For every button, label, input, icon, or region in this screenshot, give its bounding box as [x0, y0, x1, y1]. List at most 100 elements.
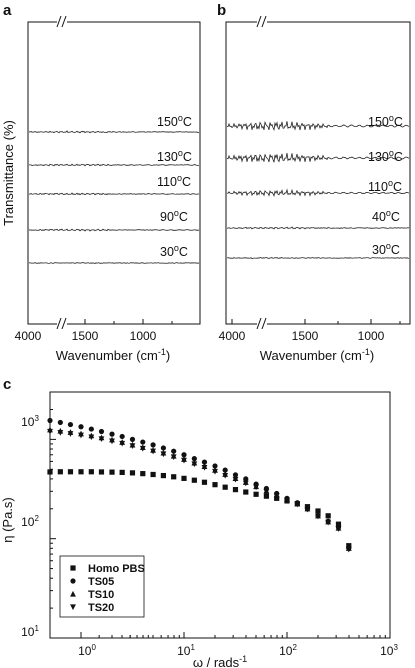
- point-ts20-20: [253, 484, 259, 491]
- point-ts20-4: [88, 434, 95, 441]
- panel-c-xtick-label-0: 100: [78, 643, 96, 658]
- panel-a-ylabel: Transmittance (%): [1, 120, 16, 226]
- legend-item-2: TS10: [88, 589, 114, 601]
- point-ts05-5: [98, 428, 105, 435]
- point-ts20-5: [98, 436, 105, 443]
- panel-b-series-label-3: 40oC: [372, 208, 400, 224]
- point-ts20-14: [191, 461, 198, 468]
- point-homo-pbs-0: [47, 469, 53, 475]
- point-ts05-9: [140, 439, 146, 445]
- point-homo-pbs-16: [212, 482, 218, 488]
- panel-c-ytick-label-0: 101: [21, 624, 39, 639]
- panel-a-trace-3: [28, 228, 200, 232]
- point-ts20-19: [242, 480, 249, 487]
- panel-c-ticks: [50, 391, 391, 639]
- panel-b: b 4000 1500 1000 Wavenumber (cm-1) 150oC…: [217, 2, 411, 363]
- point-ts20-3: [78, 432, 84, 439]
- panel-b-trace-2: [226, 188, 410, 197]
- point-ts20-0: [47, 428, 53, 435]
- legend-item-0: Homo PBS: [88, 563, 145, 575]
- point-ts20-22: [273, 493, 280, 499]
- point-homo-pbs-6: [109, 469, 115, 475]
- point-homo-pbs-26: [315, 508, 321, 514]
- panel-c-xlabel: ω / rads-1: [193, 654, 247, 668]
- legend-marker-0: [70, 565, 76, 571]
- panel-c-xtick-label-3: 103: [380, 643, 398, 658]
- panel-a-xtick-label-0: 4000: [15, 329, 42, 343]
- panel-a-xlabel: Wavenumber (cm-1): [56, 347, 170, 363]
- point-homo-pbs-5: [98, 469, 105, 475]
- panel-a-series-label-4: 30oC: [160, 243, 188, 259]
- point-homo-pbs-17: [222, 484, 228, 490]
- legend-markers: [70, 565, 76, 611]
- panel-c-ylabel: η (Pa.s): [0, 497, 15, 543]
- point-homo-pbs-11: [160, 472, 167, 479]
- panel-c-ytick-label-1: 102: [21, 514, 39, 529]
- panel-c-ytick-label-2: 103: [21, 414, 39, 429]
- panel-c-xtick-label-1: 101: [177, 643, 195, 658]
- panel-a-series-label-3: 90oC: [160, 208, 188, 224]
- point-homo-pbs-10: [150, 471, 156, 478]
- point-ts20-25: [304, 506, 311, 513]
- point-ts05-0: [47, 417, 53, 424]
- panel-a-series-label-2: 110oC: [157, 173, 191, 189]
- panel-a: a 4000 1500 1000 Wavenumber (cm-1) Trans…: [1, 2, 201, 363]
- point-ts05-19: [243, 476, 249, 482]
- panel-a-letter: a: [3, 2, 12, 19]
- panel-b-letter: b: [217, 2, 226, 19]
- panel-b-trace-0: [226, 120, 410, 132]
- panel-b-trace-1: [226, 152, 410, 163]
- point-homo-pbs-14: [191, 477, 197, 483]
- panel-a-axis-break-top: [56, 15, 67, 28]
- panel-a-series-label-1: 130oC: [157, 148, 192, 164]
- panel-a-trace-2: [28, 192, 200, 196]
- point-homo-pbs-15: [201, 479, 208, 485]
- point-homo-pbs-8: [129, 470, 136, 476]
- point-ts05-1: [57, 419, 63, 426]
- point-ts20-7: [119, 440, 126, 447]
- point-ts20-2: [67, 431, 74, 437]
- panel-b-xlabel: Wavenumber (cm-1): [260, 347, 374, 363]
- panel-a-axis-break-bottom: [56, 317, 67, 330]
- point-ts20-15: [201, 464, 208, 471]
- point-ts05-18: [232, 472, 239, 478]
- point-homo-pbs-20: [253, 491, 259, 497]
- legend-item-3: TS20: [88, 602, 114, 614]
- point-ts20-16: [212, 468, 218, 475]
- point-homo-pbs-18: [232, 487, 239, 493]
- panel-c: c 100 101 102 103 101 102 103 ω / rads-1…: [0, 376, 398, 668]
- point-ts05-11: [160, 445, 167, 451]
- point-ts20-27: [325, 519, 332, 526]
- point-homo-pbs-28: [335, 521, 342, 527]
- panel-b-series-label-4: 30oC: [372, 241, 400, 257]
- point-homo-pbs-19: [243, 489, 249, 495]
- point-ts20-12: [170, 454, 177, 461]
- panel-a-xtick-label-2: 1000: [130, 329, 157, 343]
- panel-a-series-label-0: 150oC: [157, 113, 192, 129]
- point-ts05-8: [129, 436, 136, 442]
- point-ts05-2: [67, 421, 74, 428]
- point-ts20-28: [335, 526, 342, 532]
- panel-c-frame: [49, 391, 391, 639]
- point-ts05-3: [78, 424, 84, 430]
- point-ts05-17: [222, 467, 228, 473]
- point-ts20-9: [139, 445, 146, 452]
- panel-b-traces: [226, 120, 410, 259]
- legend-marker-1: [70, 578, 76, 584]
- point-ts20-17: [222, 472, 229, 479]
- legend-item-1: TS05: [88, 576, 114, 588]
- point-homo-pbs-7: [119, 469, 125, 476]
- point-homo-pbs-4: [88, 469, 94, 475]
- point-ts20-24: [294, 501, 301, 508]
- point-homo-pbs-2: [67, 469, 74, 475]
- point-ts20-10: [150, 448, 156, 455]
- point-ts05-10: [150, 442, 156, 448]
- panel-a-trace-0: [29, 130, 200, 134]
- panel-c-xtick-label-2: 102: [279, 643, 297, 658]
- point-ts20-21: [263, 488, 270, 495]
- panel-a-trace-1: [29, 163, 200, 167]
- legend-marker-3: [70, 604, 76, 611]
- point-homo-pbs-3: [78, 469, 84, 475]
- panel-b-series-label-2: 110oC: [368, 178, 402, 194]
